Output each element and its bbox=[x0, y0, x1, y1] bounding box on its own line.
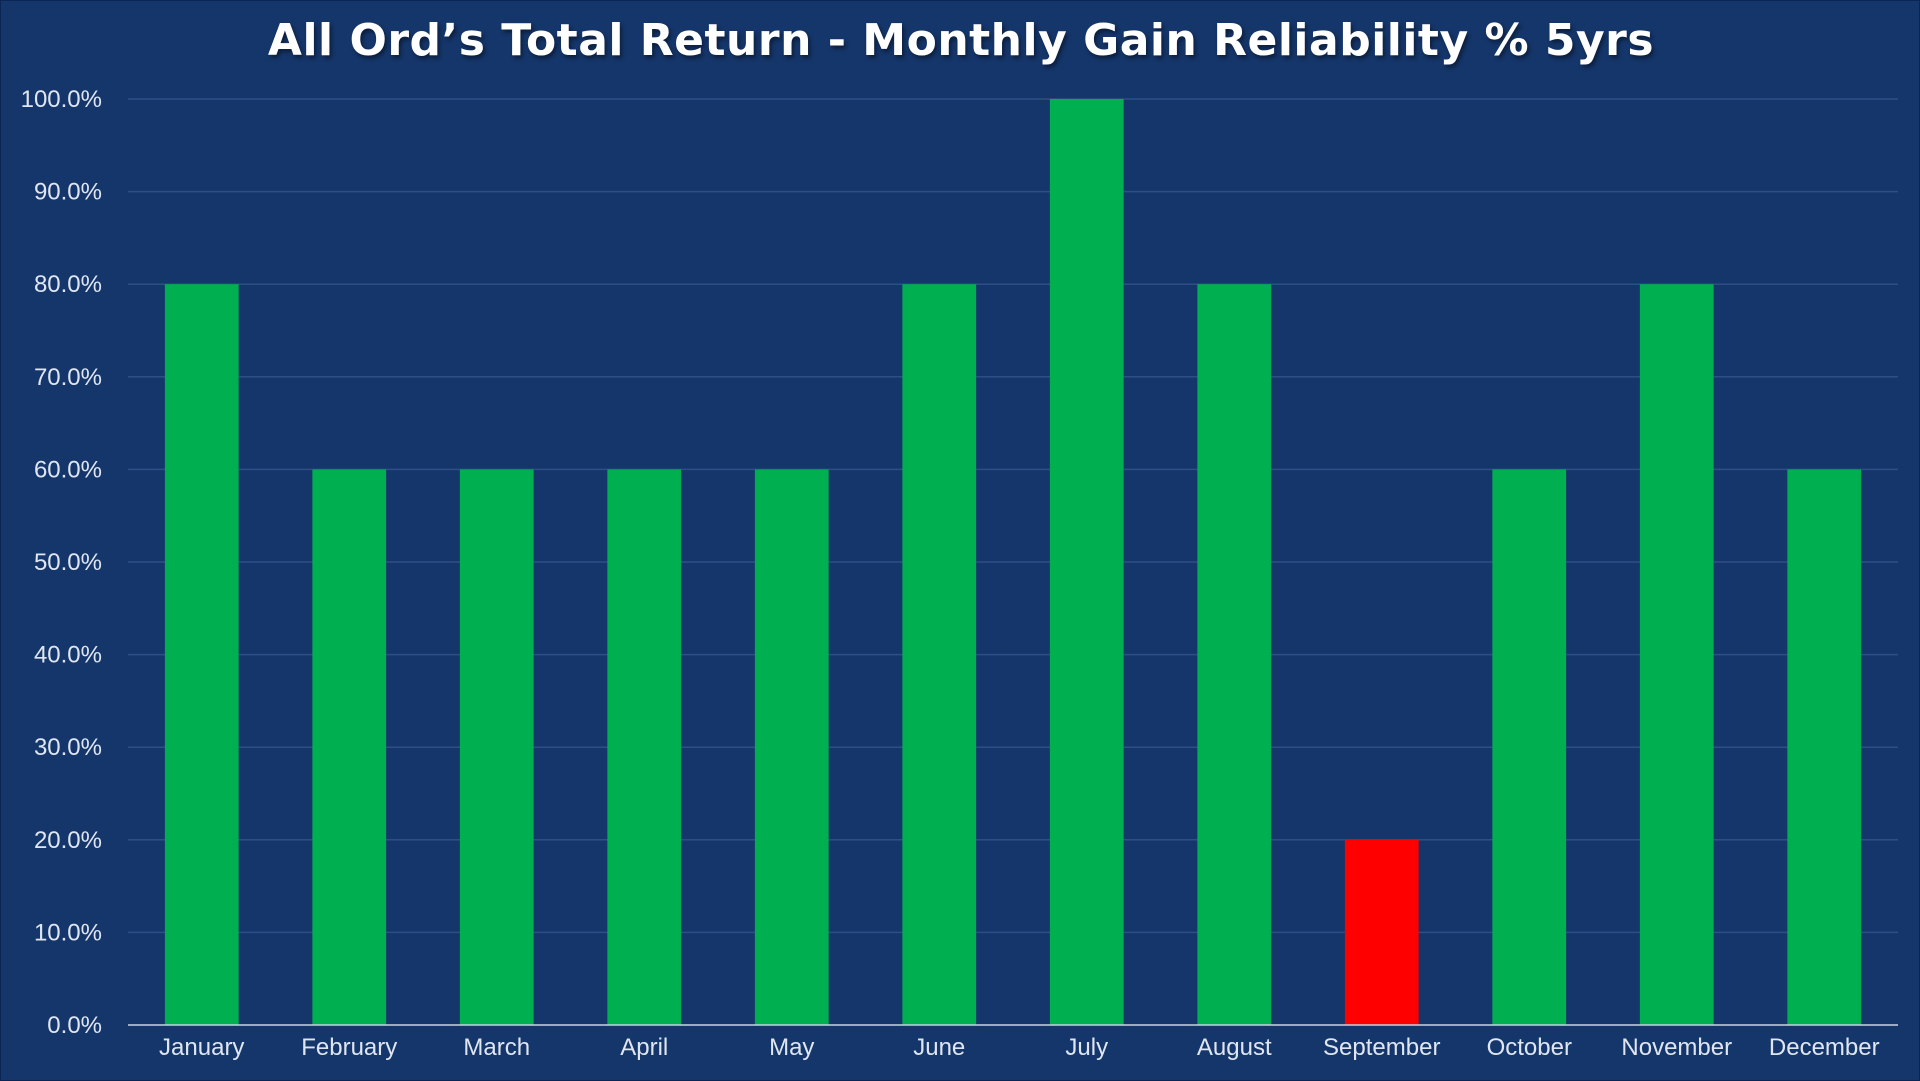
x-tick-labels: January February March April May June July Augu… bbox=[159, 1034, 1880, 1061]
x-tick-label: December bbox=[1769, 1034, 1880, 1061]
bar-august bbox=[1197, 284, 1272, 1025]
y-tick-label: 50.0% bbox=[34, 549, 102, 576]
y-tick-label: 60.0% bbox=[34, 456, 102, 483]
y-tick-label: 90.0% bbox=[34, 179, 102, 206]
gridlines bbox=[128, 98, 1898, 934]
x-tick-label: March bbox=[463, 1034, 530, 1061]
bar-december bbox=[1787, 469, 1862, 1025]
bar-october bbox=[1492, 469, 1567, 1025]
bar-march bbox=[459, 469, 534, 1025]
x-tick-label: February bbox=[301, 1034, 397, 1061]
y-tick-label: 100.0% bbox=[21, 86, 102, 113]
x-tick-label: November bbox=[1621, 1034, 1732, 1061]
x-tick-label: October bbox=[1487, 1034, 1572, 1061]
bar-july bbox=[1049, 99, 1124, 1025]
y-tick-label: 40.0% bbox=[34, 642, 102, 669]
bars bbox=[164, 99, 1862, 1025]
bar-may bbox=[754, 469, 829, 1025]
bar-february bbox=[312, 469, 387, 1025]
y-tick-label: 20.0% bbox=[34, 827, 102, 854]
y-tick-labels: 0.0% 10.0% 20.0% 30.0% 40.0% 50.0% 60.0% 70.0% 8… bbox=[21, 86, 102, 1039]
x-tick-label: July bbox=[1065, 1034, 1108, 1061]
bar-january bbox=[164, 284, 239, 1025]
x-tick-label: August bbox=[1197, 1034, 1272, 1061]
bar-june bbox=[902, 284, 977, 1025]
bar-april bbox=[607, 469, 682, 1025]
x-tick-label: June bbox=[913, 1034, 965, 1061]
x-tick-label: May bbox=[769, 1034, 814, 1061]
y-tick-label: 10.0% bbox=[34, 919, 102, 946]
bar-september bbox=[1344, 839, 1419, 1025]
y-tick-label: 0.0% bbox=[47, 1012, 102, 1039]
chart-title: All Ord’s Total Return - Monthly Gain Re… bbox=[267, 15, 1655, 66]
x-tick-label: September bbox=[1323, 1034, 1440, 1061]
y-tick-label: 70.0% bbox=[34, 364, 102, 391]
x-tick-label: January bbox=[159, 1034, 244, 1061]
y-tick-label: 30.0% bbox=[34, 734, 102, 761]
y-tick-label: 80.0% bbox=[34, 271, 102, 298]
x-tick-label: April bbox=[620, 1034, 668, 1061]
bar-november bbox=[1639, 284, 1714, 1025]
